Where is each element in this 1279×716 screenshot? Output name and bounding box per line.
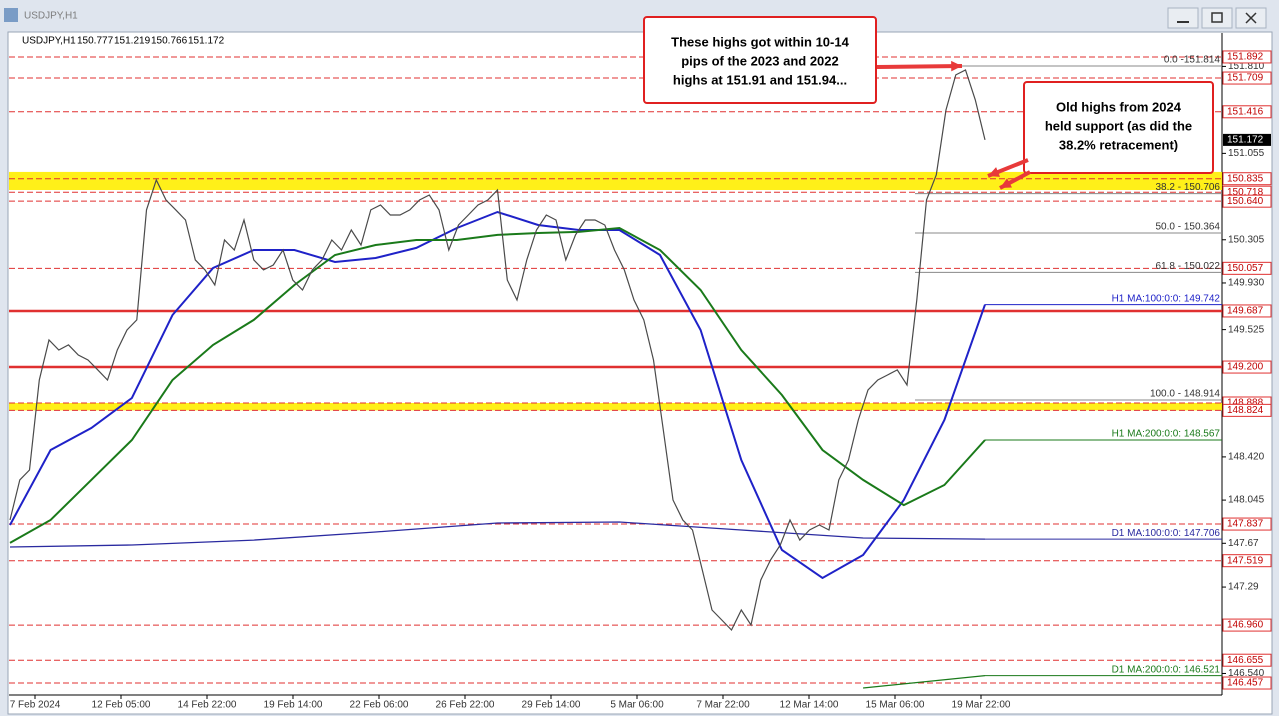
y-tick-label: 151.055 xyxy=(1228,148,1265,159)
level-label: 150.835 xyxy=(1227,173,1264,184)
annotation-box xyxy=(643,16,877,104)
level-label-box xyxy=(1222,360,1272,374)
level-label-box xyxy=(1222,172,1272,186)
fib-label: 38.2 - 150.706 xyxy=(1156,182,1221,193)
arrow-head xyxy=(1000,178,1012,188)
annotation-text: These highs got within 10-14 xyxy=(671,34,849,49)
y-tick-label: 149.525 xyxy=(1228,324,1265,335)
annotation-text: held support (as did the xyxy=(1045,118,1192,133)
level-label: 148.888 xyxy=(1227,398,1264,409)
level-label: 146.457 xyxy=(1227,678,1264,689)
level-label: 149.687 xyxy=(1227,306,1264,317)
level-label: 147.519 xyxy=(1227,555,1264,566)
level-label-box xyxy=(1222,261,1272,275)
annotation-box xyxy=(1023,81,1214,174)
level-label-box xyxy=(1222,194,1272,208)
maximize-button[interactable] xyxy=(1201,7,1233,29)
level-label-box xyxy=(1222,304,1272,318)
level-label: 148.824 xyxy=(1227,405,1264,416)
window-controls[interactable] xyxy=(1167,7,1267,29)
y-tick-label: 147.29 xyxy=(1228,582,1259,593)
y-tick-label: 148.045 xyxy=(1228,495,1265,506)
level-label-box xyxy=(1222,618,1272,632)
fib-label: 0.0 -151.814 xyxy=(1164,55,1221,66)
level-label: 151.892 xyxy=(1227,52,1264,63)
x-tick-label: 19 Feb 14:00 xyxy=(264,700,323,711)
price-line xyxy=(9,69,986,632)
plot: 151.810 151.055 150.305 149.930 149.525 148.4… xyxy=(9,16,1272,711)
level-label: 151.709 xyxy=(1227,73,1264,84)
level-label: 149.200 xyxy=(1227,362,1264,373)
support-zone xyxy=(9,402,1222,411)
last-price-box xyxy=(1223,133,1271,146)
window-title: USDJPY,H1 xyxy=(24,11,78,22)
minimize-button[interactable] xyxy=(1167,7,1199,29)
level-label: 146.960 xyxy=(1227,620,1264,631)
ma-label: H1 MA:200:0:0: 148.567 xyxy=(1112,429,1221,440)
y-tick-label: 151.810 xyxy=(1228,61,1265,72)
x-tick-label: 29 Feb 14:00 xyxy=(522,700,581,711)
x-tick-label: 7 Mar 22:00 xyxy=(696,700,750,711)
maximize-icon xyxy=(1211,12,1223,23)
annotation-text: pips of the 2023 and 2022 xyxy=(681,53,839,68)
level-label-box xyxy=(1222,50,1272,64)
annotation-text: 38.2% retracement) xyxy=(1059,137,1178,152)
x-tick-label: 26 Feb 22:00 xyxy=(436,700,495,711)
y-tick-label: 150.305 xyxy=(1228,234,1265,245)
moving-average xyxy=(9,521,986,548)
x-tick-label: 12 Feb 05:00 xyxy=(92,700,151,711)
x-tick-label: 15 Mar 06:00 xyxy=(866,700,925,711)
annotation-text: highs at 151.91 and 151.94... xyxy=(673,72,847,87)
arrow-head xyxy=(988,167,1000,177)
level-label-box xyxy=(1222,105,1272,119)
moving-average xyxy=(9,226,986,544)
moving-average xyxy=(863,674,986,689)
close-icon xyxy=(1245,12,1257,24)
ohlc-value: 150.777 xyxy=(77,36,114,47)
y-tick-label: 148.420 xyxy=(1228,452,1265,463)
level-label: 146.655 xyxy=(1227,655,1264,666)
ma-label: D1 MA:100:0:0: 147.706 xyxy=(1112,528,1221,539)
y-tick-label: 149.930 xyxy=(1228,278,1265,289)
level-label: 151.416 xyxy=(1227,106,1264,117)
ohlc-value: 151.219 xyxy=(114,36,151,47)
y-tick-label: 146.540 xyxy=(1228,668,1265,679)
level-label-box xyxy=(1222,71,1272,85)
x-tick-label: 19 Mar 22:00 xyxy=(952,700,1011,711)
level-label: 150.640 xyxy=(1227,196,1264,207)
support-zone xyxy=(9,171,1222,191)
symbol-label: USDJPY,H1 xyxy=(22,36,76,47)
level-label-box xyxy=(1222,517,1272,531)
level-label: 150.057 xyxy=(1227,263,1264,274)
annotation-arrow xyxy=(876,64,963,69)
x-tick-label: 5 Mar 06:00 xyxy=(610,700,664,711)
level-label-box xyxy=(1222,676,1272,690)
level-label: 147.837 xyxy=(1227,519,1264,530)
x-tick-label: 22 Feb 06:00 xyxy=(350,700,409,711)
last-price-label: 151.172 xyxy=(1227,135,1264,146)
level-label-box xyxy=(1222,653,1272,667)
ma-label: H1 MA:100:0:0: 149.742 xyxy=(1112,293,1221,304)
fib-label: 100.0 - 148.914 xyxy=(1150,389,1220,400)
fib-label: 61.8 - 150.022 xyxy=(1156,261,1221,272)
x-tick-label: 12 Mar 14:00 xyxy=(780,700,839,711)
x-tick-label: 14 Feb 22:00 xyxy=(178,700,237,711)
app-icon xyxy=(4,8,18,22)
level-label: 150.718 xyxy=(1227,187,1264,198)
ohlc-value: 151.172 xyxy=(188,36,225,47)
level-label-box xyxy=(1222,554,1272,568)
moving-average xyxy=(9,210,986,580)
fib-label: 50.0 - 150.364 xyxy=(1156,222,1221,233)
arrow-head xyxy=(951,60,962,72)
y-tick-label: 147.67 xyxy=(1228,538,1259,549)
ma-label: D1 MA:200:0:0: 146.521 xyxy=(1112,664,1221,675)
level-label-box xyxy=(1222,403,1272,417)
ohlc-value: 150.766 xyxy=(151,36,188,47)
annotation-text: Old highs from 2024 xyxy=(1056,99,1182,114)
x-tick-label: 7 Feb 2024 xyxy=(10,700,61,711)
